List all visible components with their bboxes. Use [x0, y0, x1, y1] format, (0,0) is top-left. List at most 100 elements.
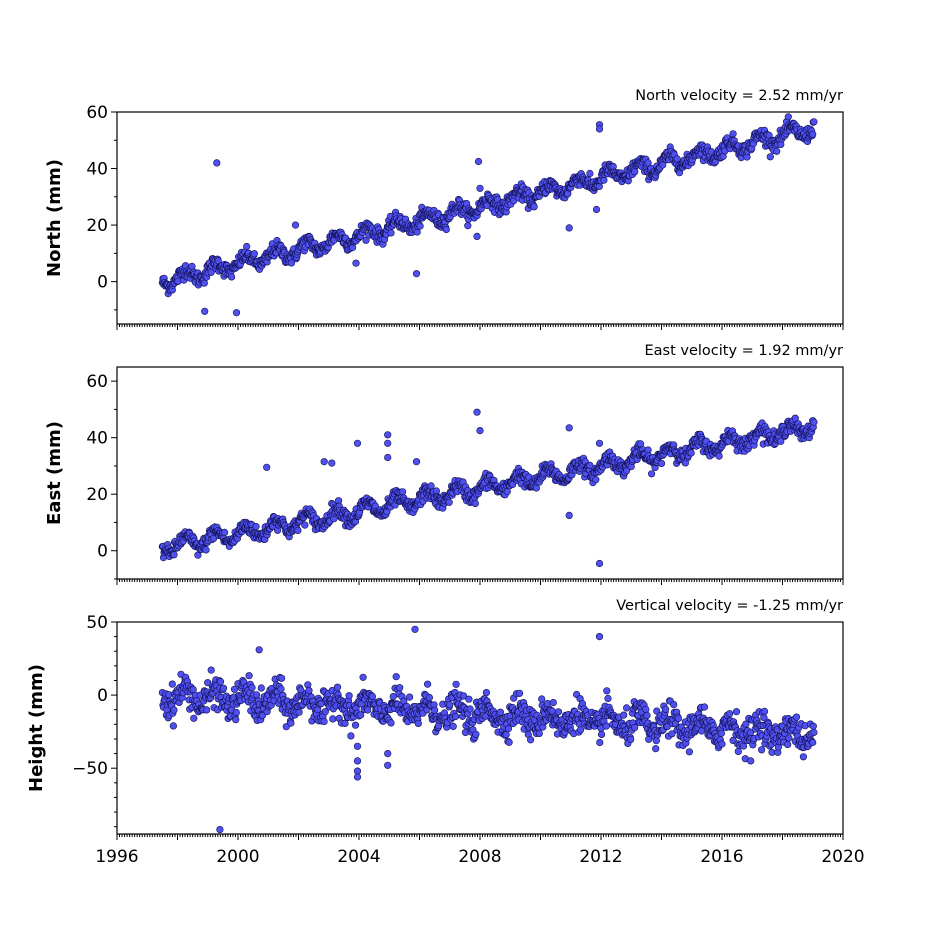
y-tick-label: 0	[97, 273, 108, 293]
y-tick-label: 60	[86, 372, 108, 392]
outlier-point	[353, 742, 362, 750]
east-data-points	[158, 408, 818, 568]
outlier-point	[213, 159, 221, 167]
data-point	[631, 723, 639, 732]
outlier-point	[263, 463, 271, 471]
data-point	[295, 708, 303, 716]
outlier-point	[384, 439, 392, 447]
outlier-point	[384, 453, 392, 462]
data-point	[785, 734, 793, 742]
x-tick-label: 1996	[95, 847, 138, 867]
data-point	[725, 710, 734, 718]
y-tick-label: 0	[97, 542, 108, 562]
height-y-axis-label: Height (mm)	[26, 664, 47, 792]
data-point	[809, 738, 817, 747]
north-velocity-title: North velocity = 2.52 mm/yr	[635, 88, 843, 104]
data-point	[359, 673, 367, 681]
outlier-point	[565, 511, 573, 520]
data-point	[424, 680, 432, 688]
data-point	[250, 250, 258, 258]
data-point	[766, 153, 774, 161]
x-tick-label: 2016	[700, 847, 743, 867]
data-point	[294, 526, 302, 535]
data-point	[174, 277, 182, 285]
outlier-point	[747, 757, 755, 765]
outlier-point	[352, 259, 360, 267]
data-point	[392, 673, 400, 681]
data-point	[304, 681, 312, 689]
north-y-axis-label: North (mm)	[44, 159, 65, 277]
east-y-axis-label: East (mm)	[44, 421, 65, 525]
data-point	[464, 222, 472, 230]
y-tick-label: 40	[86, 429, 108, 449]
data-point	[596, 738, 604, 747]
data-point	[603, 687, 611, 695]
vertical-velocity-title: Vertical velocity = -1.25 mm/yr	[616, 598, 843, 614]
y-tick-label: −50	[72, 759, 108, 779]
data-point	[504, 724, 513, 733]
data-point	[548, 707, 556, 715]
data-point	[482, 688, 491, 697]
y-tick-label: 60	[86, 103, 108, 123]
data-point	[597, 730, 606, 739]
data-point	[661, 705, 670, 713]
data-point	[644, 159, 652, 167]
data-point	[257, 684, 265, 692]
data-point	[685, 748, 694, 756]
data-point	[170, 706, 178, 714]
data-point	[347, 732, 355, 740]
data-point	[351, 721, 360, 729]
outlier-point	[384, 431, 392, 439]
data-point	[252, 522, 260, 531]
data-point	[287, 259, 296, 267]
east-panel: East velocity = 1.92 mm/yr East (mm) 0 20…	[44, 343, 844, 585]
data-point	[809, 722, 817, 730]
data-point	[631, 168, 639, 176]
data-point	[576, 726, 585, 734]
data-point	[810, 118, 818, 126]
data-point	[717, 729, 726, 737]
data-point	[168, 680, 176, 688]
data-point	[673, 155, 681, 163]
data-point	[232, 716, 240, 724]
x-tick-label: 2020	[821, 847, 864, 867]
y-tick-label: 0	[97, 686, 108, 706]
outlier-point	[384, 761, 392, 769]
data-point	[734, 747, 742, 756]
data-point	[207, 666, 215, 674]
data-point	[202, 546, 210, 554]
data-point	[170, 551, 178, 559]
data-point	[505, 738, 513, 746]
data-point	[190, 714, 198, 722]
x-tick-label: 2008	[458, 847, 501, 867]
outlier-point	[353, 439, 362, 447]
outlier-point	[255, 646, 263, 654]
outlier-point	[353, 773, 362, 781]
data-point	[446, 701, 454, 709]
data-point	[169, 722, 177, 730]
data-point	[715, 452, 723, 460]
data-point	[652, 737, 660, 745]
data-point	[301, 521, 309, 529]
outlier-point	[201, 307, 209, 315]
data-point	[221, 528, 229, 537]
data-point	[532, 484, 541, 492]
data-point	[387, 719, 395, 727]
data-point	[657, 459, 666, 468]
data-point	[674, 714, 683, 723]
data-point	[729, 130, 737, 138]
data-point	[466, 705, 474, 713]
data-point	[368, 692, 377, 701]
data-point	[760, 707, 769, 716]
data-point	[604, 694, 612, 703]
data-point	[243, 242, 251, 251]
data-point	[465, 695, 473, 703]
data-point	[784, 113, 792, 121]
data-point	[414, 719, 422, 728]
data-point	[253, 691, 261, 699]
data-point	[554, 708, 563, 716]
data-point	[228, 273, 236, 281]
data-point	[810, 728, 818, 737]
data-point	[643, 711, 651, 720]
data-point	[792, 713, 801, 721]
